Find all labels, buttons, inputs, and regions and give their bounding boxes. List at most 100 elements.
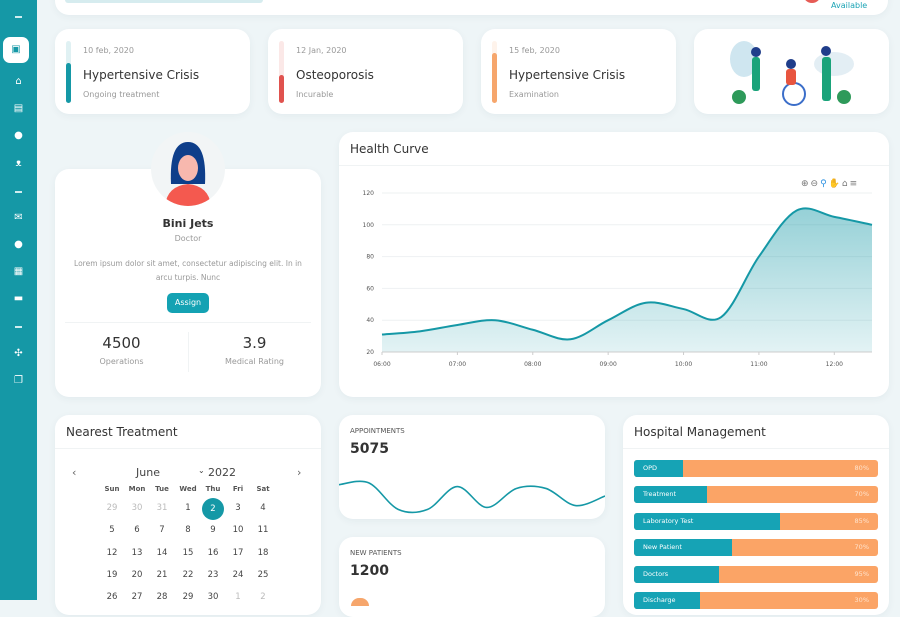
calendar-day[interactable]: 23 bbox=[201, 570, 225, 580]
copy-icon[interactable]: ❐ bbox=[0, 374, 37, 388]
calendar-day[interactable]: 11 bbox=[251, 525, 275, 535]
progress-fill bbox=[66, 63, 71, 103]
assign-button[interactable]: Assign bbox=[167, 293, 209, 313]
diagnosis-card[interactable]: 15 feb, 2020 Hypertensive Crisis Examina… bbox=[481, 29, 676, 114]
diagnosis-card[interactable]: 10 feb, 2020 Hypertensive Crisis Ongoing… bbox=[55, 29, 250, 114]
calendar-day[interactable]: 7 bbox=[150, 525, 174, 535]
calendar-icon[interactable]: ▦ bbox=[0, 265, 37, 279]
calendar-day[interactable]: 29 bbox=[176, 592, 200, 602]
diagnosis-status: Incurable bbox=[296, 90, 333, 99]
appointments-sparkline bbox=[339, 470, 605, 519]
new-patients-label: NEW PATIENTS bbox=[350, 549, 402, 557]
chevron-down-icon[interactable]: ⌄ bbox=[198, 466, 205, 475]
progress-bar bbox=[279, 41, 284, 103]
calendar-day[interactable]: 29 bbox=[100, 503, 124, 513]
illustration-card bbox=[694, 29, 889, 114]
new-patients-value: 1200 bbox=[350, 563, 389, 579]
progress-percent: 85% bbox=[855, 517, 869, 525]
calendar-day[interactable]: 2 bbox=[251, 592, 275, 602]
calendar-day[interactable]: 17 bbox=[226, 548, 250, 558]
weekday-label: Fri bbox=[226, 485, 250, 493]
separator bbox=[15, 326, 22, 328]
diagnosis-title: Hypertensive Crisis bbox=[83, 68, 199, 82]
card-title: Hospital Management bbox=[634, 425, 766, 439]
avatar bbox=[151, 132, 225, 206]
prev-month-button[interactable]: ‹ bbox=[72, 466, 76, 479]
profile-role: Doctor bbox=[55, 234, 321, 243]
calendar-day[interactable]: 3 bbox=[226, 503, 250, 513]
calendar-day[interactable]: 15 bbox=[176, 548, 200, 558]
calendar-day[interactable]: 12 bbox=[100, 548, 124, 558]
calendar-day[interactable]: 26 bbox=[100, 592, 124, 602]
calendar-day[interactable]: 13 bbox=[125, 548, 149, 558]
calendar-day[interactable]: 27 bbox=[125, 592, 149, 602]
search-input[interactable] bbox=[65, 0, 263, 3]
calendar-day[interactable]: 8 bbox=[176, 525, 200, 535]
sparkline-line bbox=[339, 481, 605, 512]
new-patients-chart bbox=[351, 598, 369, 606]
calendar-day[interactable]: 20 bbox=[125, 570, 149, 580]
calendar-day[interactable]: 31 bbox=[150, 503, 174, 513]
progress-label: Treatment bbox=[643, 490, 676, 498]
home-icon[interactable]: ⌂ bbox=[0, 75, 37, 89]
weekday-label: Thu bbox=[201, 485, 225, 493]
separator bbox=[15, 191, 22, 193]
calendar-day[interactable]: 14 bbox=[150, 548, 174, 558]
x-tick-label: 06:00 bbox=[373, 361, 390, 368]
y-tick-label: 40 bbox=[366, 317, 374, 324]
user-icon[interactable]: ● bbox=[0, 238, 37, 252]
weekday-label: Sun bbox=[100, 485, 124, 493]
x-tick-label: 07:00 bbox=[449, 361, 466, 368]
calendar-day[interactable]: 2 bbox=[202, 498, 224, 520]
calendar-day[interactable]: 19 bbox=[100, 570, 124, 580]
calendar-day[interactable]: 28 bbox=[150, 592, 174, 602]
calendar-day[interactable]: 6 bbox=[125, 525, 149, 535]
progress-bar: Treatment 70% bbox=[634, 486, 878, 503]
calendar-day[interactable]: 18 bbox=[251, 548, 275, 558]
group-icon[interactable]: ᴥ bbox=[0, 157, 37, 171]
year-input[interactable]: 2022 bbox=[208, 466, 236, 479]
diagnosis-card[interactable]: 12 Jan, 2020 Osteoporosis Incurable bbox=[268, 29, 463, 114]
calendar-day[interactable]: 5 bbox=[100, 525, 124, 535]
appointments-label: APPOINTMENTS bbox=[350, 427, 405, 435]
calendar-day[interactable]: 9 bbox=[201, 525, 225, 535]
chat-icon[interactable]: ▬ bbox=[0, 292, 37, 306]
profile-name: Bini Jets bbox=[55, 217, 321, 230]
envelope-icon[interactable]: ✉ bbox=[0, 211, 37, 225]
calendar-day[interactable]: 16 bbox=[201, 548, 225, 558]
briefcase-icon[interactable]: ▤ bbox=[0, 102, 37, 116]
x-tick-label: 11:00 bbox=[750, 361, 767, 368]
divider bbox=[623, 448, 889, 449]
calendar-day[interactable]: 10 bbox=[226, 525, 250, 535]
doctor-icon[interactable]: ● bbox=[0, 129, 37, 143]
profile-card-icon[interactable]: ▣ bbox=[3, 37, 29, 63]
weekday-label: Tue bbox=[150, 485, 174, 493]
operations-label: Operations bbox=[55, 357, 188, 366]
grid-icon[interactable]: ✣ bbox=[0, 347, 37, 361]
progress-percent: 70% bbox=[855, 490, 869, 498]
calendar-day[interactable]: 25 bbox=[251, 570, 275, 580]
month-select[interactable]: June bbox=[136, 466, 160, 479]
y-tick-label: 80 bbox=[366, 254, 374, 261]
calendar-day[interactable]: 4 bbox=[251, 503, 275, 513]
rating-value: 3.9 bbox=[188, 334, 321, 352]
calendar-day[interactable]: 22 bbox=[176, 570, 200, 580]
profile-bio: Lorem ipsum dolor sit amet, consectetur … bbox=[65, 257, 311, 285]
calendar-day[interactable]: 1 bbox=[176, 503, 200, 513]
calendar-day[interactable]: 1 bbox=[226, 592, 250, 602]
calendar-day[interactable]: 21 bbox=[150, 570, 174, 580]
calendar-day[interactable]: 24 bbox=[226, 570, 250, 580]
diagnosis-status: Examination bbox=[509, 90, 559, 99]
divider bbox=[55, 448, 321, 449]
y-tick-label: 120 bbox=[363, 190, 375, 197]
calendar-day[interactable]: 30 bbox=[201, 592, 225, 602]
next-month-button[interactable]: › bbox=[297, 466, 301, 479]
avatar[interactable] bbox=[803, 0, 821, 3]
calendar-day[interactable]: 30 bbox=[125, 503, 149, 513]
